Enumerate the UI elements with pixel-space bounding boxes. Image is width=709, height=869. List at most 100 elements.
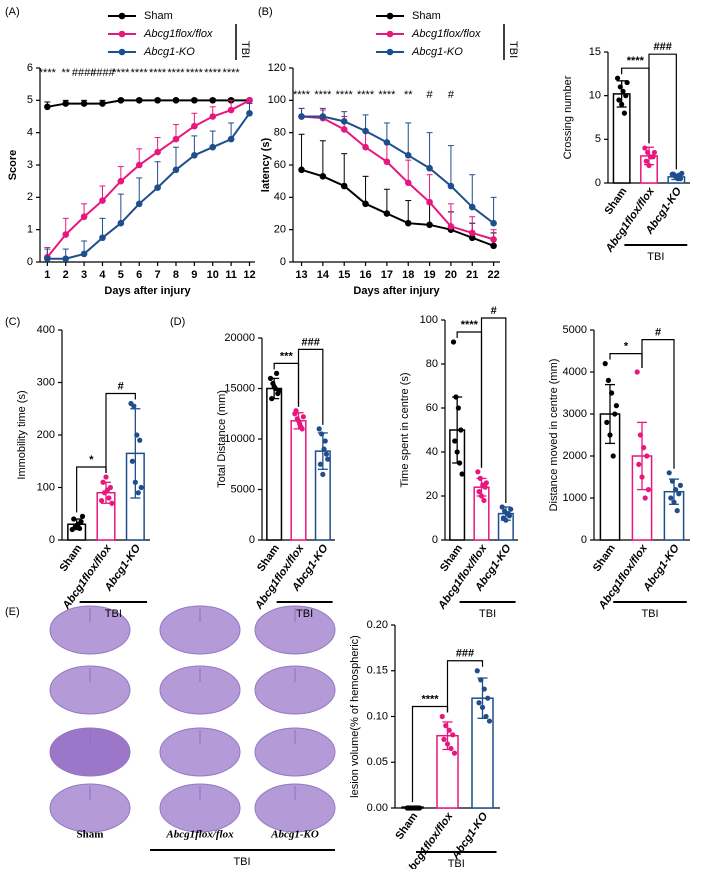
point — [340, 118, 348, 125]
y-tick-label: 100 — [268, 94, 286, 106]
point — [426, 198, 433, 206]
x-tick-label: 7 — [155, 269, 161, 281]
y-tick-label: 0.10 — [367, 710, 388, 722]
data-point — [441, 736, 447, 742]
x-axis-label: Days after injury — [353, 285, 440, 297]
x-tick-label: 18 — [402, 269, 414, 281]
legend-marker — [386, 48, 394, 56]
legend-label: Abcg1-KO — [143, 46, 195, 58]
point — [154, 148, 161, 156]
y-axis-label: Immobility time (s) — [16, 390, 28, 479]
data-point — [610, 453, 616, 459]
point — [340, 182, 348, 190]
data-point — [325, 456, 331, 462]
x-tick-label: 11 — [225, 269, 237, 281]
data-point — [679, 170, 685, 176]
x-tick-label: Sham — [393, 810, 420, 842]
y-tick-label: 15 — [589, 46, 601, 58]
data-point — [439, 713, 445, 720]
bar — [290, 420, 307, 541]
y-tick-label: 5000 — [231, 483, 255, 495]
legend-group-label: TBI — [507, 41, 519, 58]
group-label: TBI — [641, 608, 658, 620]
point — [99, 100, 106, 107]
y-tick-label: 20000 — [224, 332, 255, 344]
panel-label: (E) — [5, 606, 20, 618]
significance: **** — [336, 89, 354, 101]
data-point — [666, 470, 672, 476]
point — [383, 210, 391, 217]
data-point — [320, 471, 326, 477]
data-point — [649, 154, 655, 160]
point — [99, 234, 106, 242]
data-point — [621, 110, 628, 116]
data-point — [645, 487, 652, 493]
data-point — [300, 414, 306, 420]
point — [117, 97, 125, 104]
y-tick-label: 10000 — [224, 433, 255, 445]
point — [447, 182, 455, 190]
data-point — [481, 497, 487, 503]
data-point — [614, 75, 621, 81]
x-tick-label: 6 — [136, 269, 142, 281]
point — [172, 97, 180, 104]
point — [468, 229, 476, 237]
point — [383, 139, 391, 146]
y-tick-label: 20 — [426, 490, 438, 502]
y-tick-label: 10 — [589, 90, 601, 102]
group-label: TBI — [296, 608, 313, 620]
y-tick-label: 80 — [426, 358, 438, 370]
legend-label: Abcg1flox/flox — [143, 28, 213, 40]
point — [227, 135, 235, 143]
legend-label: Abcg1flox/flox — [411, 28, 481, 40]
significance-label: * — [624, 341, 629, 353]
significance: **** — [186, 67, 204, 79]
y-tick-label: 400 — [37, 324, 55, 336]
data-point — [634, 369, 640, 375]
point — [319, 173, 327, 180]
y-tick-label: 0 — [280, 256, 286, 268]
point — [62, 255, 70, 263]
data-point — [486, 718, 493, 724]
legend-marker — [118, 48, 126, 56]
point — [362, 200, 369, 208]
data-point — [129, 458, 135, 464]
y-tick-label: 40 — [274, 191, 286, 203]
series-line — [47, 99, 250, 108]
y-tick-label: 4 — [27, 127, 33, 139]
point — [298, 113, 305, 120]
x-tick-label: 9 — [191, 269, 197, 281]
point — [154, 184, 161, 191]
data-point — [137, 437, 143, 443]
y-tick-label: 0 — [249, 534, 255, 546]
significance-label: # — [655, 327, 661, 339]
point — [490, 242, 497, 250]
y-tick-label: 20 — [274, 224, 286, 236]
data-point — [476, 700, 482, 706]
point — [298, 166, 305, 174]
data-point — [474, 668, 480, 674]
data-point — [138, 484, 144, 491]
point — [246, 97, 253, 104]
brain-slice — [159, 605, 241, 655]
y-tick-label: 5000 — [563, 324, 587, 336]
point — [135, 97, 143, 104]
data-point — [612, 411, 618, 417]
x-axis-label: Days after injury — [104, 285, 191, 297]
series-line — [46, 99, 250, 258]
point — [62, 100, 70, 107]
data-point — [276, 387, 282, 394]
panel-label: (C) — [5, 316, 20, 328]
x-tick-label: 12 — [243, 269, 255, 281]
brain-slices — [49, 605, 336, 833]
point — [80, 213, 88, 221]
point — [191, 152, 198, 159]
significance: ** — [404, 89, 413, 101]
x-tick-label: 19 — [423, 269, 435, 281]
data-point — [604, 419, 610, 425]
data-point — [668, 495, 674, 501]
significance: **** — [131, 67, 149, 79]
significance: # — [448, 89, 455, 101]
data-point — [602, 361, 608, 367]
y-tick-label: 0 — [27, 256, 33, 268]
